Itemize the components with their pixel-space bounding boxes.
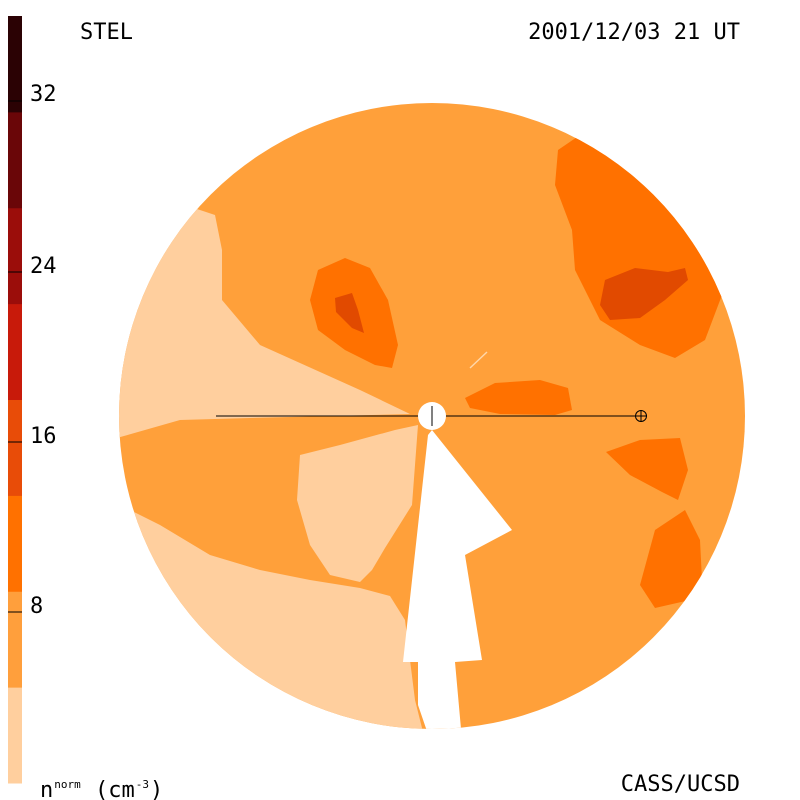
high-density-region-southeast [640, 510, 702, 608]
high-density-region-east-near-sun [465, 380, 572, 415]
low-density-region-south [297, 425, 418, 582]
timestamp-label: 2001/12/03 21 UT [528, 20, 740, 45]
peak-density-region-northeast [600, 268, 688, 320]
colorbar-segment [8, 16, 22, 113]
data-gap-wedge [403, 430, 512, 729]
units-label: nnorm (cm-3) [40, 774, 163, 800]
colorbar-segment [8, 399, 22, 496]
colorbar-tick-label: 32 [30, 82, 57, 107]
earth-marker [635, 410, 647, 422]
colorbar-segment [8, 687, 22, 784]
units-superscript: norm [54, 778, 81, 791]
colorbar-ticks [8, 100, 22, 613]
sun-marker [418, 402, 446, 430]
colorbar-segment [8, 207, 22, 305]
high-density-region-east [606, 438, 688, 500]
credit-label: CASS/UCSD [620, 772, 740, 797]
streak-mark [469, 351, 488, 369]
units-text: (cm [81, 778, 135, 800]
peak-density-region-northwest [335, 293, 364, 333]
units-close: ) [149, 778, 164, 800]
colorbar-tick-label: 24 [30, 254, 57, 279]
colorbar-segment [8, 495, 22, 592]
colorbar-segment [8, 111, 22, 209]
units-exponent: -3 [135, 778, 149, 791]
high-density-region-northeast [555, 135, 722, 358]
density-map [119, 103, 745, 729]
low-density-region-west [119, 180, 410, 440]
units-symbol: n [40, 778, 54, 800]
colorbar-segment [8, 303, 22, 400]
colorbar-tick-label: 8 [30, 594, 44, 619]
colorbar-segments [8, 16, 22, 784]
colorbar-tick-label: 16 [30, 424, 57, 449]
instrument-label: STEL [80, 20, 133, 45]
colorbar-segment [8, 591, 22, 688]
